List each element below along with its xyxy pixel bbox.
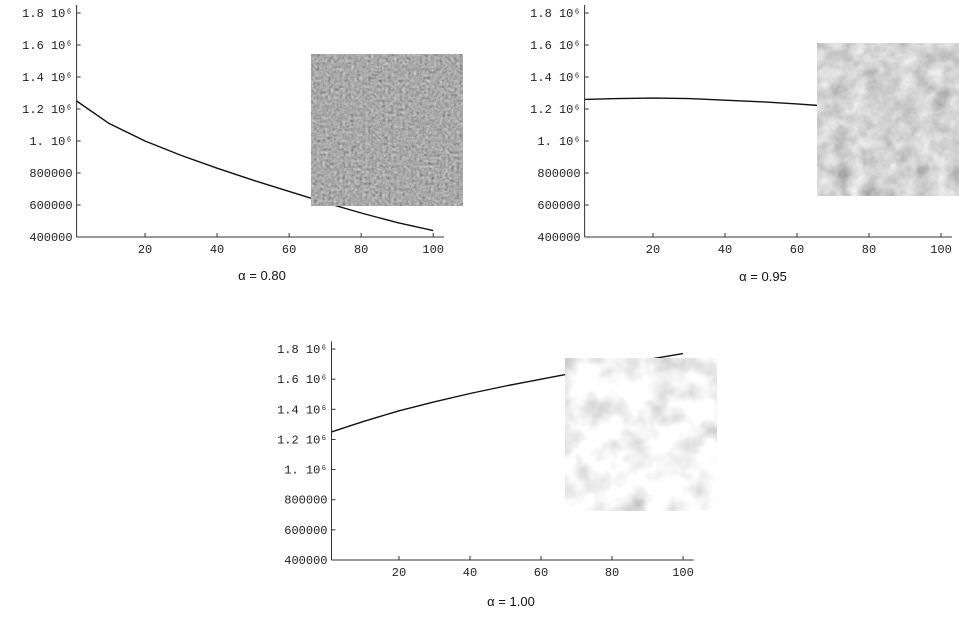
x-tick-label: 60 (790, 243, 804, 257)
y-tick-label: 1.4 10⁶ (22, 71, 72, 85)
y-tick-label: 1.4 10⁶ (277, 403, 327, 417)
y-tick-label: 1. 10⁶ (284, 464, 327, 478)
x-tick-label: 20 (646, 243, 660, 257)
chart-title: α = 0.95 (739, 269, 787, 284)
x-tick-label: 40 (463, 566, 477, 580)
y-tick-label: 1.6 10⁶ (277, 373, 327, 387)
chart-panel: 400000 600000 800000 1. 10⁶ 1.2 10⁶ 1.4 10⁶ 1.… (22, 5, 463, 283)
x-tick-label: 100 (930, 243, 952, 257)
y-tick-label: 1.8 10⁶ (22, 7, 72, 21)
texture-image (311, 54, 463, 206)
y-tick-label: 1. 10⁶ (537, 135, 580, 149)
x-tick-label: 60 (534, 566, 548, 580)
y-tick-label: 400000 (284, 554, 327, 568)
panels: 400000 600000 800000 1. 10⁶ 1.2 10⁶ 1.4 10⁶ 1.… (22, 5, 959, 609)
chart-title: α = 1.00 (487, 594, 535, 609)
chart-panel: 400000 600000 800000 1. 10⁶ 1.2 10⁶ 1.4 10⁶ 1.… (277, 342, 717, 610)
x-tick-label: 80 (354, 243, 368, 257)
figure: 400000 600000 800000 1. 10⁶ 1.2 10⁶ 1.4 10⁶ 1.… (0, 0, 959, 624)
y-tick-label: 600000 (537, 199, 580, 213)
y-tick-label: 600000 (29, 199, 72, 213)
y-tick-label: 400000 (537, 231, 580, 245)
chart-title: α = 0.80 (238, 268, 286, 283)
y-tick-label: 1.4 10⁶ (530, 71, 580, 85)
x-tick-label: 60 (282, 243, 296, 257)
x-tick-label: 40 (718, 243, 732, 257)
x-tick-label: 80 (862, 243, 876, 257)
x-tick-label: 80 (605, 566, 619, 580)
y-tick-label: 1.2 10⁶ (530, 103, 580, 117)
y-tick-label: 1.8 10⁶ (530, 7, 580, 21)
y-tick-label: 1.2 10⁶ (277, 433, 327, 447)
line (585, 98, 819, 105)
y-tick-label: 1.6 10⁶ (530, 39, 580, 53)
x-tick-label: 20 (138, 243, 152, 257)
x-tick-label: 100 (422, 243, 444, 257)
texture-image (817, 43, 959, 196)
texture-image (565, 358, 717, 511)
y-tick-label: 800000 (29, 167, 72, 181)
y-tick-label: 400000 (29, 231, 72, 245)
y-tick-label: 1. 10⁶ (29, 135, 72, 149)
x-tick-label: 100 (672, 566, 694, 580)
x-tick-label: 40 (210, 243, 224, 257)
y-tick-label: 800000 (284, 494, 327, 508)
y-tick-label: 1.6 10⁶ (22, 39, 72, 53)
chart-panel: 400000 600000 800000 1. 10⁶ 1.2 10⁶ 1.4 10⁶ 1.… (530, 5, 959, 284)
page: {"chart_data": [ {"type": "line", "title… (0, 0, 959, 624)
y-tick-label: 600000 (284, 524, 327, 538)
y-tick-label: 1.8 10⁶ (277, 343, 327, 357)
y-tick-label: 800000 (537, 167, 580, 181)
x-tick-label: 20 (392, 566, 406, 580)
y-tick-label: 1.2 10⁶ (22, 103, 72, 117)
